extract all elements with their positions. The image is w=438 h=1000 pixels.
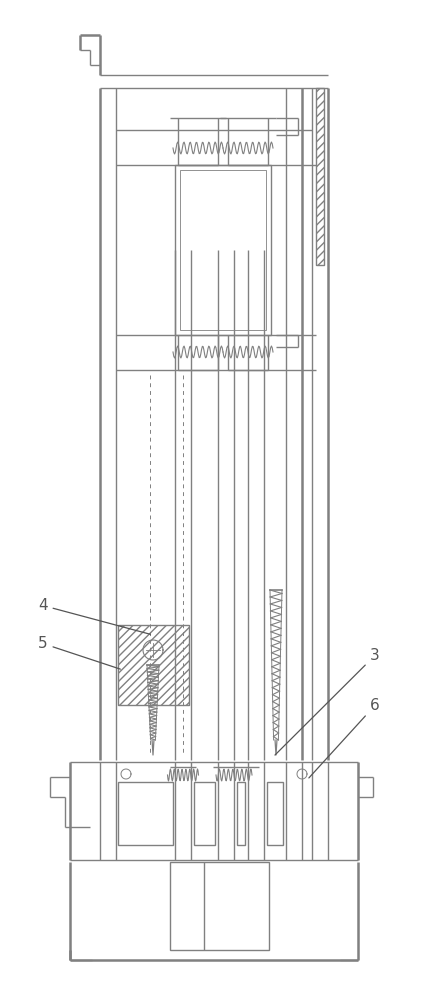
Text: 3: 3 [275, 648, 380, 755]
Bar [118, 625, 189, 705]
Bar [180, 170, 266, 330]
Bar [316, 88, 324, 265]
Text: 6: 6 [309, 698, 380, 778]
Text: 5: 5 [38, 636, 120, 669]
Bar [267, 782, 283, 845]
Bar [175, 165, 271, 335]
Bar [194, 782, 215, 845]
Bar [316, 88, 324, 265]
Bar [118, 625, 189, 705]
Bar [237, 782, 245, 845]
Bar [118, 782, 173, 845]
Text: 4: 4 [38, 598, 150, 634]
Bar [170, 862, 269, 950]
